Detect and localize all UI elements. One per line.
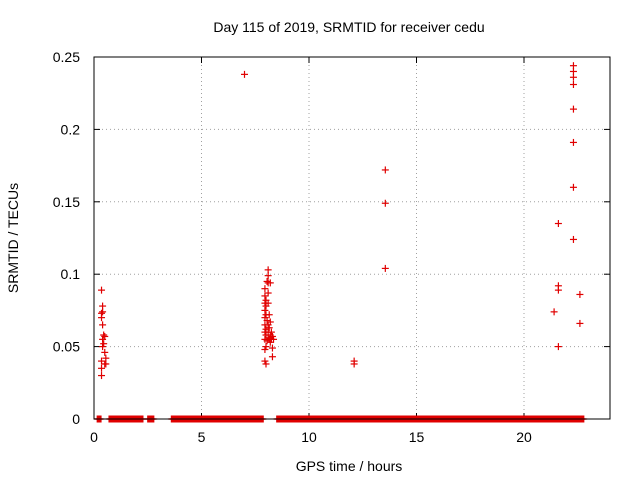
data-point — [261, 285, 269, 293]
data-point — [99, 321, 107, 329]
data-point — [381, 166, 389, 174]
data-point — [101, 348, 109, 356]
data-point — [100, 340, 108, 348]
y-tick-label: 0.1 — [61, 266, 81, 282]
data-point — [270, 335, 278, 343]
x-tick-label: 15 — [409, 429, 425, 445]
data-point — [266, 318, 274, 326]
y-axis-title: SRMTID / TECUs — [5, 183, 21, 293]
data-point — [262, 360, 270, 368]
y-tick-label: 0.2 — [61, 121, 81, 137]
data-point — [381, 199, 389, 207]
data-point — [241, 70, 248, 78]
data-point — [268, 344, 276, 352]
data-point — [576, 319, 584, 327]
data-point — [100, 331, 108, 339]
x-tick-label: 0 — [90, 429, 98, 445]
tick-layer: 0 5 10 15 20 0 0.05 0.1 0.15 0.2 0.25 — [53, 49, 610, 445]
data-point — [264, 289, 272, 297]
x-axis-title: GPS time / hours — [296, 458, 403, 474]
data-point — [265, 311, 273, 319]
grid-layer — [94, 57, 610, 419]
data-point — [569, 235, 577, 243]
data-point — [569, 81, 577, 89]
y-tick-label: 0 — [72, 411, 80, 427]
data-point — [554, 286, 562, 294]
data-point — [263, 317, 271, 325]
data-point — [350, 360, 358, 368]
data-point — [102, 360, 110, 368]
y-tick-label: 0.25 — [53, 49, 80, 65]
chart-title: Day 115 of 2019, SRMTID for receiver ced… — [213, 19, 484, 35]
data-point — [569, 73, 577, 81]
data-point — [265, 324, 273, 332]
data-point — [569, 105, 577, 113]
data-point — [101, 332, 109, 340]
data-point — [268, 353, 276, 361]
data-point — [261, 306, 269, 314]
y-tick-label: 0.05 — [53, 339, 80, 355]
data-point — [99, 308, 107, 316]
plot-frame — [93, 56, 611, 420]
data-point — [554, 343, 562, 351]
data-point — [266, 279, 274, 287]
x-tick-label: 20 — [516, 429, 532, 445]
data-point — [98, 286, 106, 294]
data-point — [267, 328, 275, 336]
data-point — [569, 138, 577, 146]
data-point — [98, 372, 106, 380]
data-point — [98, 314, 106, 322]
y-tick-label: 0.15 — [53, 194, 80, 210]
data-point — [576, 290, 584, 298]
data-point — [381, 264, 389, 272]
data-point — [554, 220, 562, 228]
data-point — [569, 183, 577, 191]
data-point — [98, 364, 106, 372]
data-point — [264, 272, 272, 280]
data-point — [263, 277, 271, 285]
x-tick-label: 5 — [198, 429, 206, 445]
data-point — [262, 343, 270, 351]
x-tick-label: 10 — [301, 429, 317, 445]
data-point — [264, 299, 272, 307]
data-point — [550, 308, 558, 316]
